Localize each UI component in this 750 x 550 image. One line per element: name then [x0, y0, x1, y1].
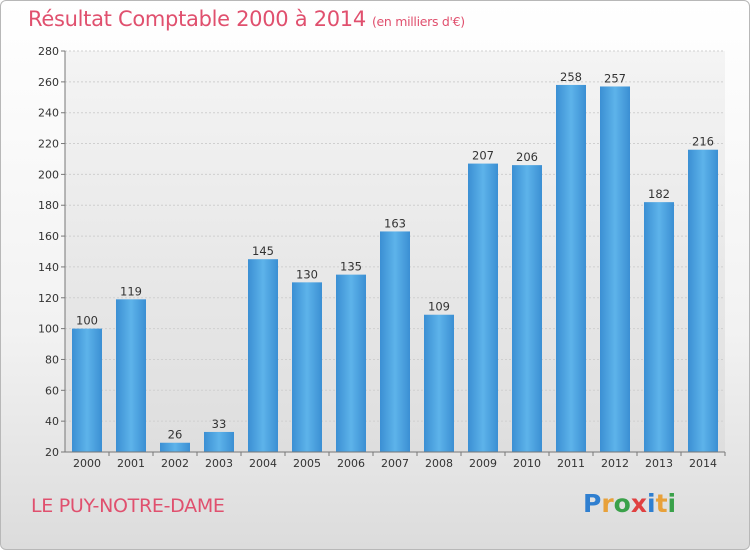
brand-logo: Proxiti [583, 489, 676, 518]
chart-title: Résultat Comptable 2000 à 2014 (en millie… [28, 7, 465, 31]
y-tick-label: 180 [38, 199, 59, 212]
x-tick-label-2000: 2000 [73, 457, 101, 470]
data-label-2001: 119 [120, 284, 142, 298]
x-tick-label-2011: 2011 [557, 457, 585, 470]
data-label-2007: 163 [384, 216, 406, 230]
chart-title-text: Résultat Comptable 2000 à 2014 [28, 7, 366, 31]
brand-letter: i [647, 489, 656, 518]
y-tick-label: 40 [45, 415, 59, 428]
bar-2010 [512, 165, 542, 452]
x-tick-label-2012: 2012 [601, 457, 629, 470]
brand-letter: x [630, 489, 647, 518]
x-tick-label-2002: 2002 [161, 457, 189, 470]
bar-2002 [160, 442, 190, 452]
y-tick-label: 240 [38, 107, 59, 120]
bar-2007 [380, 231, 410, 452]
data-label-2014: 216 [692, 135, 714, 149]
bar-2011 [556, 84, 586, 452]
bar-2004 [248, 259, 278, 452]
bar-2001 [116, 299, 146, 452]
x-tick-label-2013: 2013 [645, 457, 673, 470]
x-tick-label-2006: 2006 [337, 457, 365, 470]
data-label-2000: 100 [76, 314, 98, 328]
bar-2005 [292, 282, 322, 452]
data-label-2003: 33 [212, 417, 227, 431]
x-tick-label-2014: 2014 [689, 457, 717, 470]
y-tick-label: 260 [38, 76, 59, 89]
y-tick-label: 60 [45, 384, 59, 397]
x-tick-label-2005: 2005 [293, 457, 321, 470]
brand-letter: t [655, 489, 668, 518]
data-label-2009: 207 [472, 149, 494, 163]
bar-2013 [644, 202, 674, 452]
x-tick-label-2003: 2003 [205, 457, 233, 470]
data-label-2002: 26 [168, 428, 183, 442]
data-label-2012: 257 [604, 71, 626, 85]
data-label-2008: 109 [428, 300, 450, 314]
bar-2003 [204, 431, 234, 452]
y-tick-label: 220 [38, 138, 59, 151]
y-axis: 20 40 60 80 100 120 140 160 180 200 220 240 260 280 [38, 45, 66, 459]
bars-group: 100 119 26 33 145 130 135 163 109 207 206 258 257 182… [72, 70, 718, 453]
bar-2009 [468, 163, 498, 453]
x-tick-label-2007: 2007 [381, 457, 409, 470]
bar-2000 [72, 328, 102, 452]
x-tick-label-2010: 2010 [513, 457, 541, 470]
x-axis: 2000 2001 2002 2003 2004 2005 2006 2007 2008 2009… [65, 451, 726, 470]
bar-2006 [336, 274, 366, 452]
data-label-2006: 135 [340, 260, 362, 274]
y-tick-label: 200 [38, 168, 59, 181]
y-tick-label: 160 [38, 230, 59, 243]
y-tick-label: 100 [38, 323, 59, 336]
y-tick-label: 140 [38, 261, 59, 274]
y-tick-label: 20 [45, 446, 59, 459]
bar-2012 [600, 86, 630, 452]
bar-2008 [424, 314, 454, 452]
brand-letter: P [583, 489, 602, 518]
data-label-2013: 182 [648, 187, 670, 201]
x-tick-label-2004: 2004 [249, 457, 277, 470]
x-tick-label-2009: 2009 [469, 457, 497, 470]
chart-subtitle: (en milliers d'€) [371, 14, 465, 29]
x-tick-label-2008: 2008 [425, 457, 453, 470]
brand-letter: i [667, 489, 677, 518]
data-label-2011: 258 [560, 70, 582, 84]
y-tick-label: 280 [38, 45, 59, 58]
y-tick-label: 80 [45, 353, 59, 366]
data-label-2004: 145 [252, 244, 274, 258]
y-tick-label: 120 [38, 292, 59, 305]
data-label-2005: 130 [296, 267, 318, 281]
brand-letter: o [613, 489, 631, 518]
place-name: LE PUY-NOTRE-DAME [31, 495, 225, 517]
x-tick-label-2001: 2001 [117, 457, 145, 470]
grid-lines [65, 50, 725, 453]
bar-2014 [688, 149, 718, 452]
brand-letter: r [601, 489, 614, 518]
data-label-2010: 206 [516, 150, 538, 164]
